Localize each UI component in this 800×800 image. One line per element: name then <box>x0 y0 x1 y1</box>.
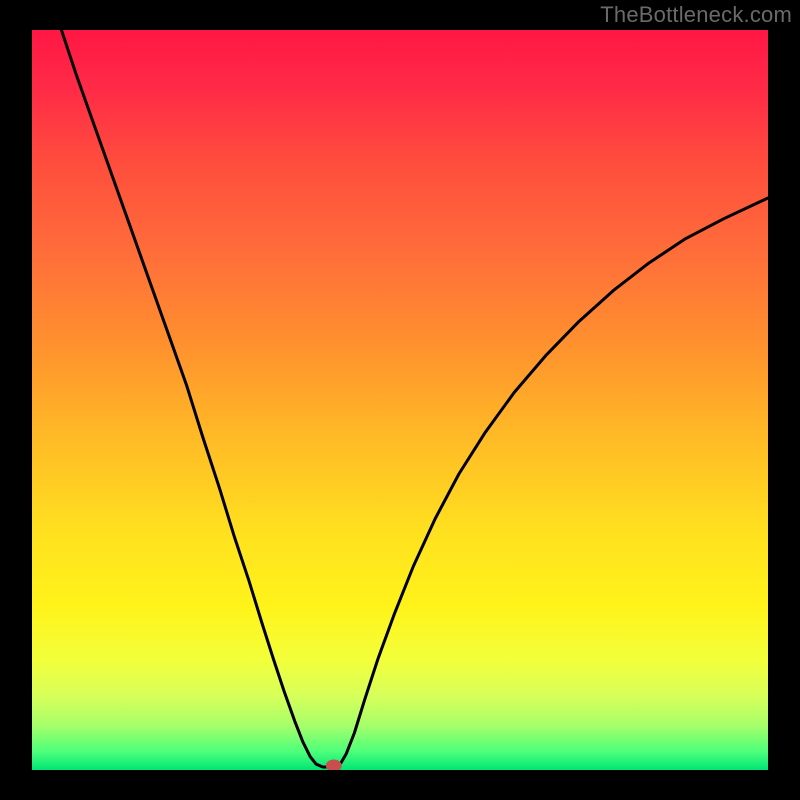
gradient-background <box>32 30 768 770</box>
chart-frame <box>32 30 768 770</box>
watermark-text: TheBottleneck.com <box>600 2 792 28</box>
bottleneck-chart <box>32 30 768 770</box>
